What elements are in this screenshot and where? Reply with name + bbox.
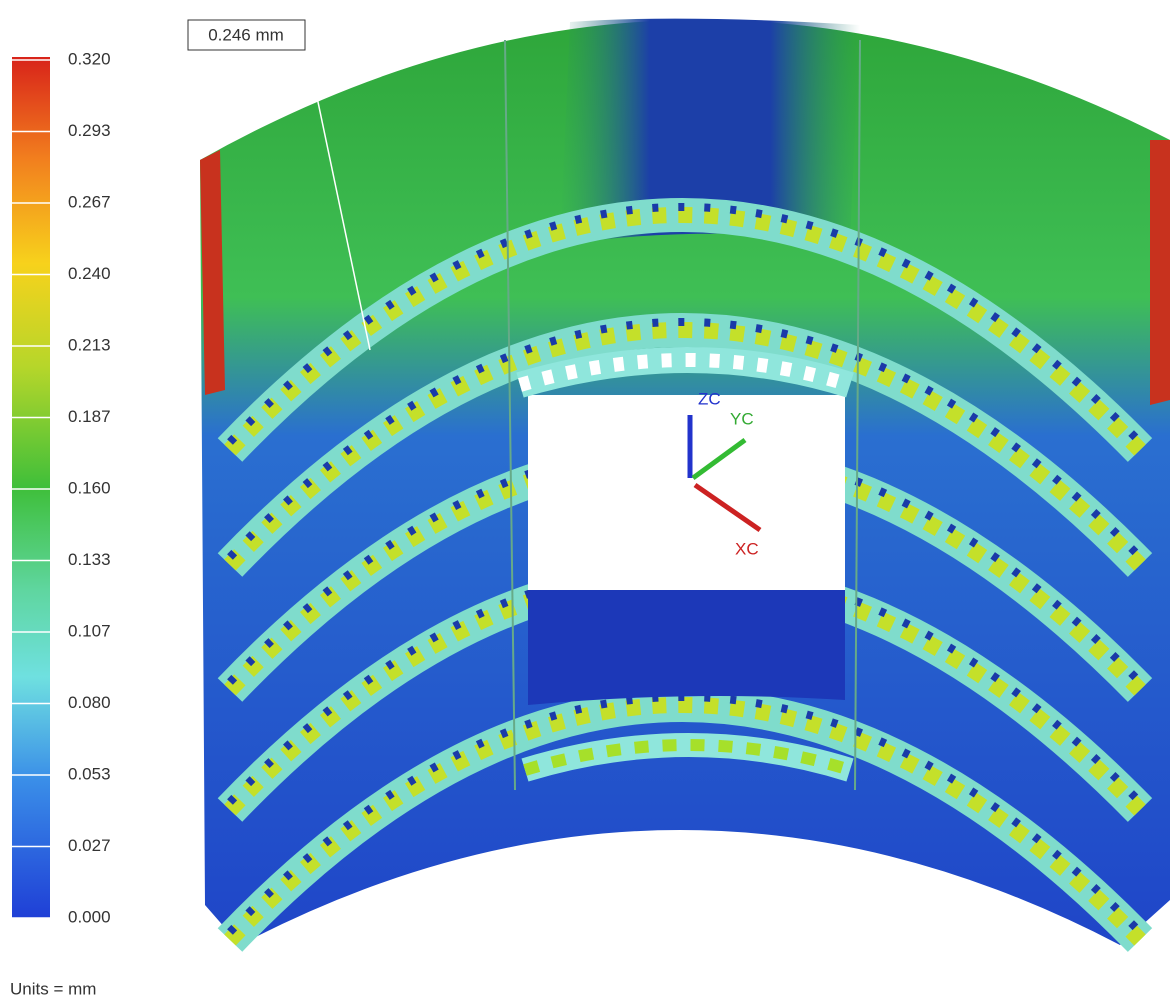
color-scale [12, 57, 50, 918]
legend-label: 0.027 [68, 836, 111, 855]
annotation-text: 0.246 mm [208, 25, 284, 44]
legend-label: 0.213 [68, 335, 111, 354]
edge-hot [1150, 140, 1170, 405]
triad-y-label: YC [730, 409, 754, 428]
legend-label: 0.053 [68, 764, 111, 783]
legend-label: 0.107 [68, 621, 111, 640]
result-viewport: 0.320 0.293 0.267 0.240 0.213 0.187 0.160 0.133… [0, 0, 1176, 1001]
legend-label: 0.133 [68, 550, 111, 569]
legend-label: 0.320 [68, 49, 111, 68]
legend-label: 0.080 [68, 693, 111, 712]
legend-label: 0.267 [68, 192, 111, 211]
fea-view: 0.320 0.293 0.267 0.240 0.213 0.187 0.160 0.133… [0, 0, 1176, 1001]
legend-label: 0.187 [68, 407, 111, 426]
triad-z-label: ZC [698, 389, 721, 408]
inner-wall [528, 590, 845, 705]
cutout [528, 395, 845, 590]
triad-x-label: XC [735, 539, 759, 558]
legend-label: 0.293 [68, 121, 111, 140]
units-label: Units = mm [10, 979, 96, 998]
legend-label: 0.160 [68, 478, 111, 497]
legend-label: 0.240 [68, 264, 111, 283]
legend-label: 0.000 [68, 907, 111, 926]
